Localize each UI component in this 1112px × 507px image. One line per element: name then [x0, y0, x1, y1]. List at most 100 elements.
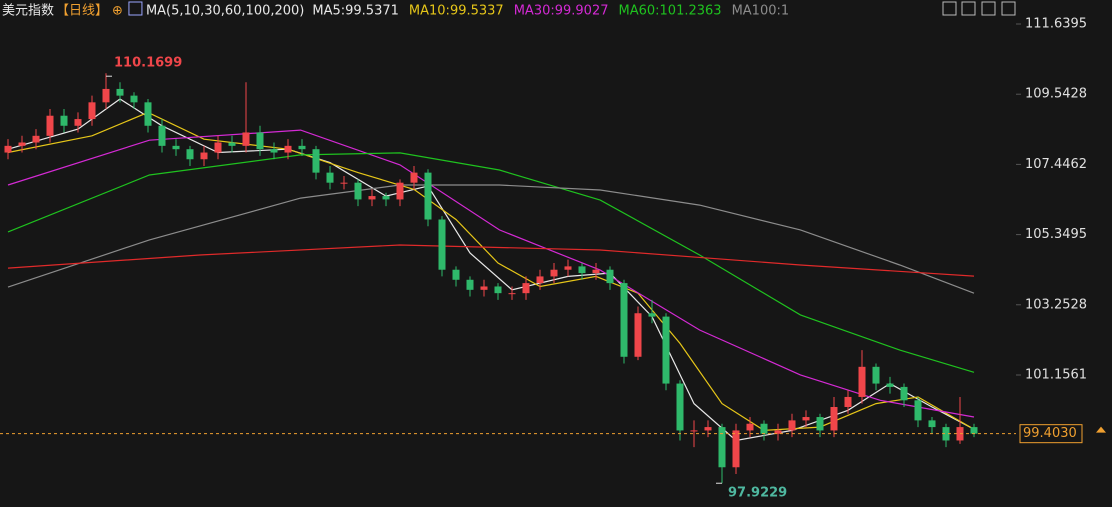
candle-body [928, 420, 936, 428]
candle-body [88, 102, 96, 120]
ma-icon[interactable] [128, 1, 143, 16]
ma-line [7, 129, 975, 418]
candle-body [116, 88, 124, 96]
candle-body [900, 386, 908, 401]
candle-body [186, 149, 194, 160]
candle-body [354, 182, 362, 200]
legend-entry: MA5:99.5371 [312, 4, 399, 19]
candle-body [368, 196, 376, 200]
tool-button[interactable] [942, 1, 957, 16]
last-price-label: 99.4030 [1023, 426, 1077, 441]
toolbar [942, 1, 1016, 16]
ma-line [7, 244, 975, 277]
candle-body [270, 149, 278, 153]
candle-body [676, 383, 684, 431]
candle-body [466, 279, 474, 290]
candle-body [942, 427, 950, 441]
candle-body [760, 423, 768, 434]
candle-body [480, 286, 488, 290]
ma-params: MA(5,10,30,60,100,200) [146, 4, 304, 19]
candle-body [172, 145, 180, 150]
candle-body [648, 313, 656, 317]
candle-body [634, 313, 642, 357]
candle-body [704, 427, 712, 431]
candle-body [788, 420, 796, 431]
candle-body [32, 135, 40, 143]
tool-button[interactable] [1001, 1, 1016, 16]
candle-body [130, 95, 138, 103]
candle-body [410, 172, 418, 183]
candle-body [214, 142, 222, 153]
candle-body [872, 366, 880, 384]
candle-body [886, 383, 894, 387]
candle-body [340, 182, 348, 184]
legend-entry: MA10:99.5337 [409, 4, 504, 19]
candle-body [256, 132, 264, 150]
chart-title: 美元指数 [2, 4, 54, 19]
candle-body [144, 102, 152, 126]
candle-body [312, 149, 320, 173]
high-label: 110.1699 [114, 56, 182, 71]
ma-line [7, 152, 975, 373]
last-price-arrow [1096, 426, 1106, 433]
candle-body [298, 145, 306, 150]
candle-body [690, 430, 698, 432]
candle-body [522, 283, 530, 294]
candle-body [550, 269, 558, 277]
y-tick-label: 109.5428 [1025, 87, 1087, 102]
candle-body [284, 145, 292, 153]
candle-body [424, 172, 432, 220]
candle-body [620, 283, 628, 357]
y-tick-label: 103.2528 [1025, 297, 1087, 312]
candle-body [774, 430, 782, 434]
candle-body [970, 427, 978, 434]
candle-body [18, 142, 26, 146]
legend-entry: MA60:101.2363 [619, 4, 722, 19]
legend-entry: MA100:1 [732, 4, 790, 19]
candle-body [4, 145, 12, 153]
header: 美元指数 【日线】 ⊕ MA(5,10,30,60,100,200) MA5:9… [2, 1, 790, 19]
y-tick-label: 101.1561 [1025, 367, 1087, 382]
tool-button[interactable] [961, 1, 976, 16]
candle-body [858, 366, 866, 397]
ma-line [7, 184, 975, 294]
last-price-box [1019, 424, 1083, 444]
candle-body [830, 406, 838, 431]
candle-body [102, 88, 110, 103]
candle-body [242, 132, 250, 146]
legend-entry: MA30:99.9027 [514, 4, 609, 19]
candle-body [914, 400, 922, 421]
candle-body [200, 152, 208, 160]
y-tick-label: 105.3495 [1025, 227, 1087, 242]
tool-button[interactable] [981, 1, 996, 16]
period[interactable]: 【日线】 [56, 4, 108, 19]
candle-body [228, 142, 236, 146]
candle-body [802, 417, 810, 421]
candle-body [592, 269, 600, 274]
candle-body [396, 182, 404, 200]
candle-body [438, 219, 446, 270]
candle-body [816, 417, 824, 431]
candle-body [60, 115, 68, 126]
candle-body [718, 427, 726, 468]
y-tick-label: 107.4462 [1025, 157, 1087, 172]
candle-body [606, 269, 614, 284]
candle-body [158, 125, 166, 146]
candle-body [578, 266, 586, 274]
add-icon[interactable]: ⊕ [112, 4, 123, 19]
candle-body [844, 396, 852, 407]
low-label: 97.9229 [728, 486, 787, 501]
candle-body [46, 115, 54, 136]
candle-body [74, 119, 82, 126]
candle-body [508, 293, 516, 295]
candle-body [536, 276, 544, 284]
y-tick-label: 111.6395 [1025, 16, 1087, 31]
candle-body [746, 423, 754, 431]
candle-body [564, 266, 572, 270]
candle-body [382, 196, 390, 200]
candle-body [494, 286, 502, 294]
candle-body [452, 269, 460, 280]
